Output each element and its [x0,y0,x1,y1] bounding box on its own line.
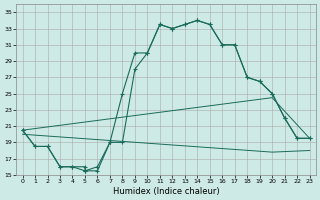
X-axis label: Humidex (Indice chaleur): Humidex (Indice chaleur) [113,187,220,196]
